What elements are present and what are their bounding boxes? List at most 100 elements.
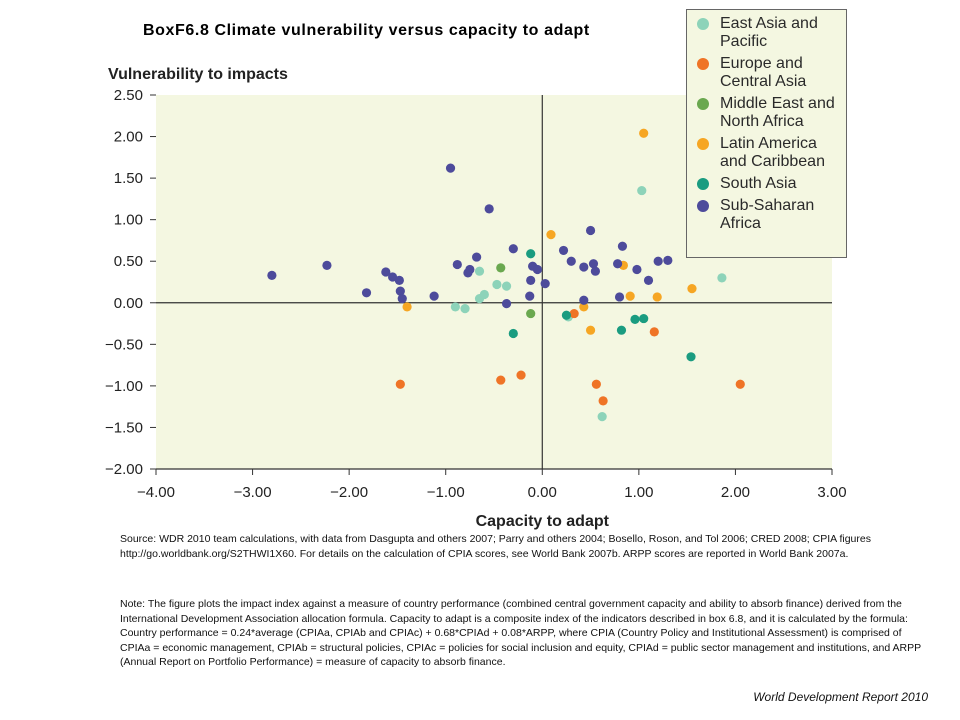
data-point <box>687 284 697 294</box>
y-tick-label: 0.00 <box>114 295 143 312</box>
data-point <box>381 267 391 277</box>
data-points <box>267 128 745 422</box>
series-2 <box>496 263 536 319</box>
data-point <box>526 275 536 285</box>
x-tick-label: −4.00 <box>137 484 175 501</box>
data-point <box>525 291 535 301</box>
data-point <box>452 259 462 270</box>
data-point <box>516 370 526 380</box>
legend-label: Europe and Central Asia <box>720 55 807 90</box>
data-point <box>526 249 536 259</box>
data-point <box>717 273 727 283</box>
data-point <box>653 256 663 266</box>
legend-item: Middle East and North Africa <box>695 95 846 131</box>
y-tick-label: 0.50 <box>114 253 143 270</box>
data-point <box>579 262 589 272</box>
data-point <box>496 375 506 385</box>
legend-label: Sub-Saharan Africa <box>720 197 815 232</box>
series-4 <box>508 249 696 362</box>
x-tick-label: 3.00 <box>817 484 846 501</box>
legend-marker <box>697 18 709 30</box>
y-tick-label: 2.50 <box>114 87 143 104</box>
data-point <box>395 286 405 296</box>
data-point <box>445 163 456 173</box>
explanatory-note: Note: The figure plots the impact index … <box>120 598 921 669</box>
legend: East Asia and Pacific Europe and Central … <box>686 9 847 258</box>
data-point <box>632 264 642 275</box>
x-tick-label: 1.00 <box>624 484 653 501</box>
data-point <box>652 292 662 302</box>
source-note: Source: WDR 2010 team calculations, with… <box>120 533 871 560</box>
legend-item: Sub-Saharan Africa <box>695 197 846 233</box>
data-point <box>649 327 659 337</box>
data-point <box>585 325 596 335</box>
data-point <box>558 245 569 256</box>
data-point <box>472 252 482 262</box>
data-point <box>617 241 628 251</box>
data-point <box>450 302 460 312</box>
legend-label: South Asia <box>720 175 797 192</box>
data-point <box>322 260 332 270</box>
y-tick-label: 1.50 <box>114 170 143 187</box>
data-point <box>591 379 601 389</box>
footer-credit: World Development Report 2010 <box>753 690 928 704</box>
data-point <box>479 289 489 300</box>
data-point <box>561 310 572 320</box>
x-axis-label: Capacity to adapt <box>476 513 610 530</box>
legend-item: Europe and Central Asia <box>695 55 846 91</box>
data-point <box>625 291 635 301</box>
data-point <box>532 264 543 275</box>
data-point <box>501 299 512 309</box>
y-tick-label: −2.00 <box>105 461 143 478</box>
data-point <box>540 279 550 289</box>
y-tick-label: −1.50 <box>105 419 143 436</box>
data-point <box>735 379 745 389</box>
legend-item: South Asia <box>695 175 846 193</box>
data-point <box>614 292 625 302</box>
data-point <box>639 313 649 324</box>
data-point <box>569 308 579 319</box>
data-point <box>597 412 607 422</box>
data-point <box>496 263 506 273</box>
series-0 <box>450 185 727 422</box>
data-point <box>579 295 589 305</box>
legend-marker <box>697 58 709 70</box>
y-tick-label: 2.00 <box>114 129 143 146</box>
data-point <box>616 325 627 335</box>
data-point <box>508 328 518 339</box>
legend-label: Middle East and North Africa <box>720 95 835 130</box>
y-tick-label: 1.00 <box>114 212 143 229</box>
data-point <box>395 379 405 389</box>
data-point <box>590 266 601 276</box>
data-point <box>598 396 608 406</box>
data-point <box>546 230 556 240</box>
series-5 <box>267 163 673 309</box>
data-point <box>508 244 518 254</box>
data-point <box>397 294 407 304</box>
data-point <box>585 225 596 236</box>
data-point <box>579 302 589 312</box>
y-axis-label: Vulnerability to impacts <box>108 66 288 83</box>
data-point <box>663 255 673 265</box>
data-point <box>637 185 647 196</box>
data-point <box>429 291 439 301</box>
data-point <box>267 270 277 280</box>
data-point <box>613 259 623 269</box>
data-point <box>394 275 404 285</box>
data-point <box>639 128 649 138</box>
data-point <box>402 302 412 312</box>
legend-label: East Asia and Pacific <box>720 15 818 50</box>
x-tick-label: 0.00 <box>528 484 557 501</box>
data-point <box>361 288 372 298</box>
x-tick-label: −2.00 <box>330 484 368 501</box>
y-tick-label: −1.00 <box>105 378 143 395</box>
legend-item: Latin America and Caribbean <box>695 135 846 171</box>
x-tick-label: −1.00 <box>427 484 465 501</box>
data-point <box>566 256 576 266</box>
data-point <box>686 352 696 362</box>
y-tick-label: −0.50 <box>105 336 143 353</box>
data-point <box>643 275 654 285</box>
data-point <box>588 259 599 269</box>
legend-item: East Asia and Pacific <box>695 15 846 51</box>
data-point <box>484 204 494 214</box>
